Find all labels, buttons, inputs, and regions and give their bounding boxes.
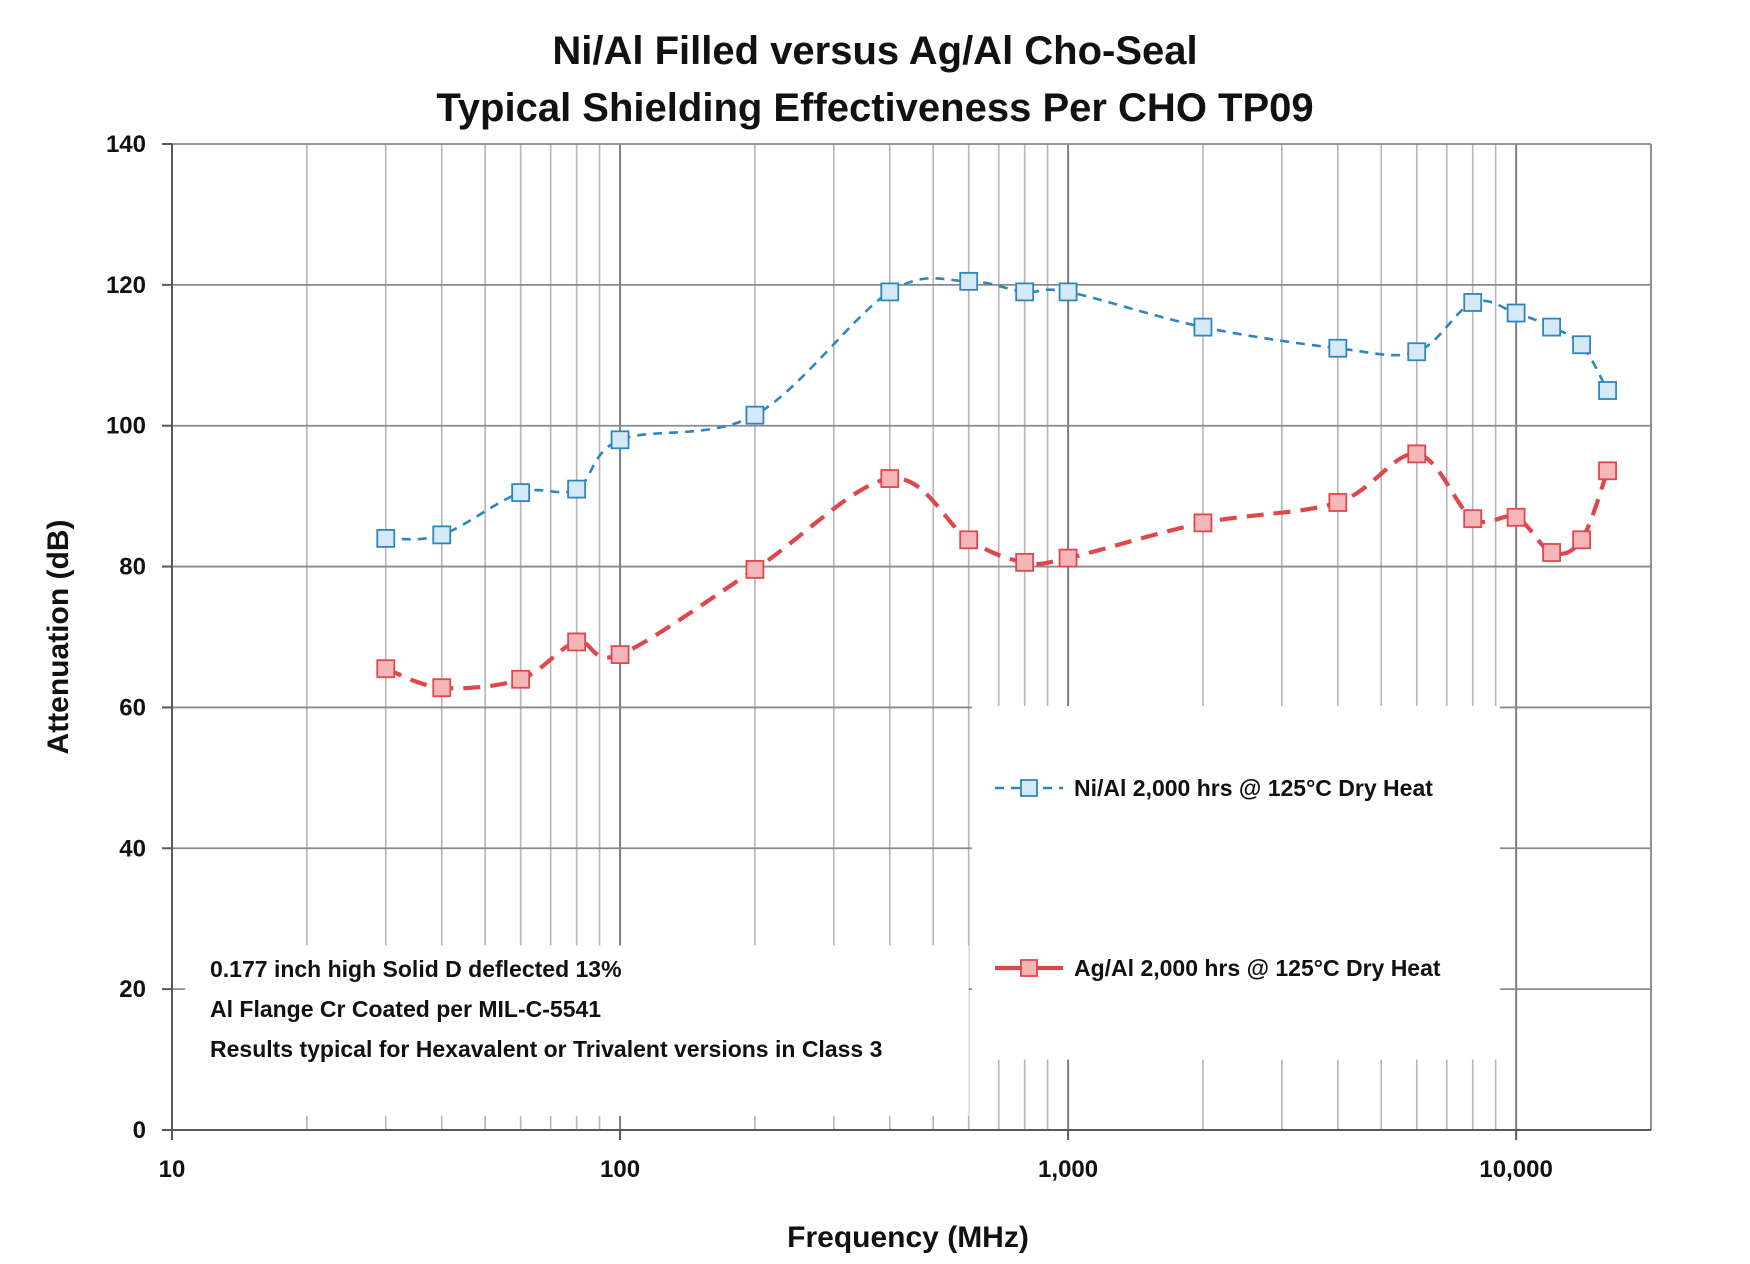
- series-1-point: [610, 430, 630, 450]
- series-2-point: [1407, 444, 1427, 464]
- series-1-point: [511, 483, 531, 503]
- y-axis-title: Attenuation (dB): [42, 520, 75, 755]
- series-1-point: [567, 479, 587, 499]
- series-2-point: [1572, 530, 1591, 550]
- y-tick-label: 120: [106, 272, 146, 299]
- y-tick-label: 40: [119, 835, 146, 862]
- series-1-point: [1407, 342, 1427, 362]
- legend-box: [971, 706, 1500, 1060]
- annotation-line-2: Al Flange Cr Coated per MIL-C-5541: [210, 996, 601, 1022]
- y-tick-label: 20: [119, 976, 146, 1003]
- series-1-point: [1542, 317, 1562, 337]
- series-1-point: [376, 529, 396, 548]
- axes: 0 20 40 60 80 100 120 140 10 100 1,000 10,000: [106, 131, 1651, 1183]
- series-2-point: [1506, 507, 1526, 527]
- series-1-point: [1328, 338, 1348, 358]
- series-1-point: [959, 271, 979, 291]
- legend-label-ag-al: Ag/Al 2,000 hrs @ 125°C Dry Heat: [1074, 955, 1441, 981]
- legend-key-marker-2: [1020, 959, 1038, 977]
- series-2-point: [959, 530, 979, 550]
- series-1-point: [880, 282, 900, 302]
- x-tick-label: 10,000: [1479, 1156, 1552, 1183]
- series-2-point: [1328, 493, 1348, 512]
- legend-key-marker-1: [1020, 779, 1038, 797]
- series-1-point: [1463, 293, 1483, 312]
- series-2-point: [1058, 548, 1078, 568]
- x-tick-label: 100: [600, 1156, 640, 1183]
- annotation-box: [185, 945, 969, 1116]
- x-tick-label: 1,000: [1038, 1156, 1098, 1183]
- series-1-point: [432, 525, 452, 545]
- annotation-line-3: Results typical for Hexavalent or Trival…: [210, 1036, 882, 1062]
- series-2-point: [376, 659, 396, 679]
- series-2-point: [610, 645, 630, 665]
- series-2-point: [1015, 552, 1035, 572]
- annotation-line-1: 0.177 inch high Solid D deflected 13%: [210, 956, 622, 982]
- series-2-point: [1193, 513, 1213, 533]
- series-2-point: [745, 559, 765, 579]
- series-2-point: [432, 678, 452, 698]
- series-1-point: [1506, 303, 1526, 323]
- y-tick-label: 100: [106, 413, 146, 440]
- legend: [995, 779, 1063, 977]
- series-1-point: [1572, 335, 1591, 355]
- series-2-point: [1598, 461, 1617, 481]
- chart-title-line-2: Typical Shielding Effectiveness Per CHO …: [436, 86, 1313, 130]
- series-1-point: [1193, 317, 1213, 337]
- series-2-point: [880, 469, 900, 488]
- y-tick-label: 140: [106, 131, 146, 158]
- series: [376, 271, 1617, 698]
- y-tick-label: 0: [133, 1117, 146, 1144]
- series-1-point: [1598, 381, 1617, 400]
- legend-label-ni-al: Ni/Al 2,000 hrs @ 125°C Dry Heat: [1074, 775, 1433, 801]
- series-1-point: [1058, 282, 1078, 302]
- x-tick-label: 10: [159, 1156, 186, 1183]
- y-tick-label: 60: [119, 694, 146, 721]
- series-2-point: [511, 669, 531, 689]
- series-2-point: [1542, 543, 1562, 562]
- series-2-point: [1463, 509, 1483, 529]
- chart-title-line-1: Ni/Al Filled versus Ag/Al Cho-Seal: [552, 29, 1197, 73]
- x-axis-title: Frequency (MHz): [787, 1221, 1029, 1254]
- series-1-point: [1015, 282, 1035, 302]
- y-tick-label: 80: [119, 554, 146, 581]
- series-1-point: [745, 405, 765, 425]
- series-2-point: [567, 632, 587, 652]
